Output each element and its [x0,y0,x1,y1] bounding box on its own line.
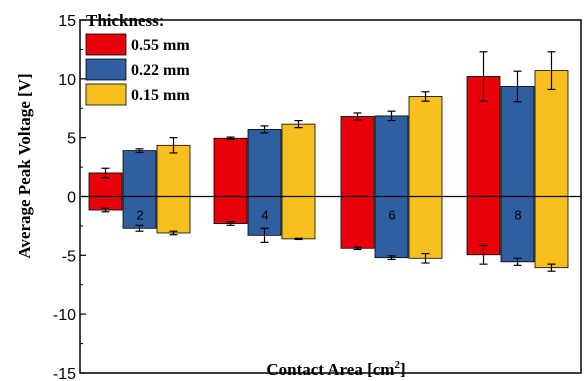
legend-entry: 0.22 mm [131,62,190,79]
legend-entry: 0.15 mm [131,87,190,104]
y-tick-label: 0 [67,190,76,207]
y-tick-label: 15 [58,13,76,30]
legend-swatch [85,33,127,56]
bar-positive [213,137,248,197]
bar-positive [374,115,409,197]
category-label: 4 [261,208,268,223]
bar-negative [340,196,375,249]
legend: Thickness: 0.55 mm 0.22 mm 0.15 mm [85,11,190,106]
y-tick-label: 10 [58,72,76,89]
bar-positive [122,150,157,197]
legend-title: Thickness: [86,11,164,30]
legend-swatch [85,58,127,81]
bar-positive [408,96,443,197]
y-tick-label: -15 [53,366,76,381]
category-labels: 2 4 6 8 [136,208,521,223]
y-tick-label: 5 [67,131,76,148]
y-tick-label: -10 [53,307,76,324]
category-label: 2 [136,208,143,223]
error-bars [101,51,556,272]
bar-positive [534,70,569,197]
plot-frame [79,19,582,374]
bar-negative [281,196,316,240]
bar-negative [500,196,535,263]
y-axis-ticks: -15 -10 -5 0 5 10 15 [53,13,86,381]
bar-negative [156,196,191,234]
bar-positive [281,123,316,197]
bar-negative [534,196,569,269]
category-label: 8 [514,208,521,223]
bar-negative [408,196,443,259]
bar-negative [374,196,409,259]
bar-negative [213,196,248,224]
bar-positive [500,86,535,197]
category-label: 6 [388,208,395,223]
y-tick-label: -5 [62,248,76,265]
legend-swatch [85,83,127,106]
x-axis-title: Contact Area [cm2] [266,359,405,379]
bar-positive [247,129,282,197]
legend-entry: 0.55 mm [131,37,190,54]
y-axis-title: Average Peak Voltage [V] [15,73,34,258]
bar-positive [340,116,375,197]
